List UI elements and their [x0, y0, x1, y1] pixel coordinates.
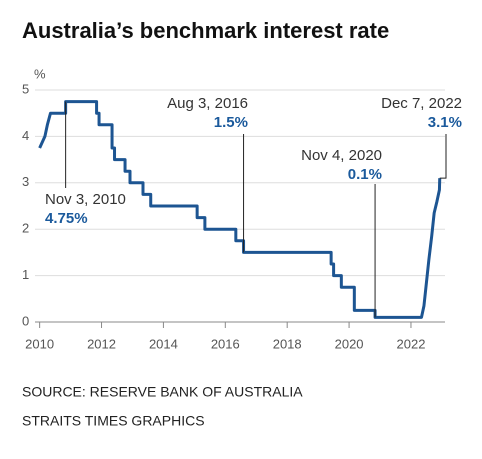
- credit: STRAITS TIMES GRAPHICS: [22, 413, 205, 429]
- y-tick-label: 1: [22, 267, 29, 282]
- x-tick-label: 2010: [25, 336, 54, 351]
- y-tick-label: 0: [22, 313, 29, 328]
- x-tick-label: 2020: [335, 336, 364, 351]
- y-tick-label: 2: [22, 221, 29, 236]
- y-axis-label: %: [34, 66, 46, 81]
- annotation-value: 4.75%: [45, 210, 88, 227]
- x-tick-label: 2014: [149, 336, 178, 351]
- annotation-value: 0.1%: [348, 166, 382, 183]
- x-tick-label: 2018: [273, 336, 302, 351]
- y-tick-label: 3: [22, 174, 29, 189]
- leader-line: [439, 134, 447, 179]
- x-tick-label: 2012: [87, 336, 116, 351]
- annotation-label: Nov 4, 2020: [301, 147, 382, 164]
- y-tick-label: 5: [22, 81, 29, 96]
- annotation-label: Aug 3, 2016: [167, 95, 248, 112]
- source: SOURCE: RESERVE BANK OF AUSTRALIA: [22, 384, 303, 400]
- x-tick-label: 2022: [397, 336, 426, 351]
- annotation-label: Dec 7, 2022: [381, 95, 462, 112]
- annotation-label: Nov 3, 2010: [45, 191, 126, 208]
- y-tick-label: 4: [22, 128, 29, 143]
- x-tick-label: 2016: [211, 336, 240, 351]
- annotation-value: 1.5%: [214, 114, 248, 131]
- line: [38, 100, 442, 319]
- annotation-value: 3.1%: [428, 114, 462, 131]
- chart-title: Australia’s benchmark interest rate: [22, 18, 389, 43]
